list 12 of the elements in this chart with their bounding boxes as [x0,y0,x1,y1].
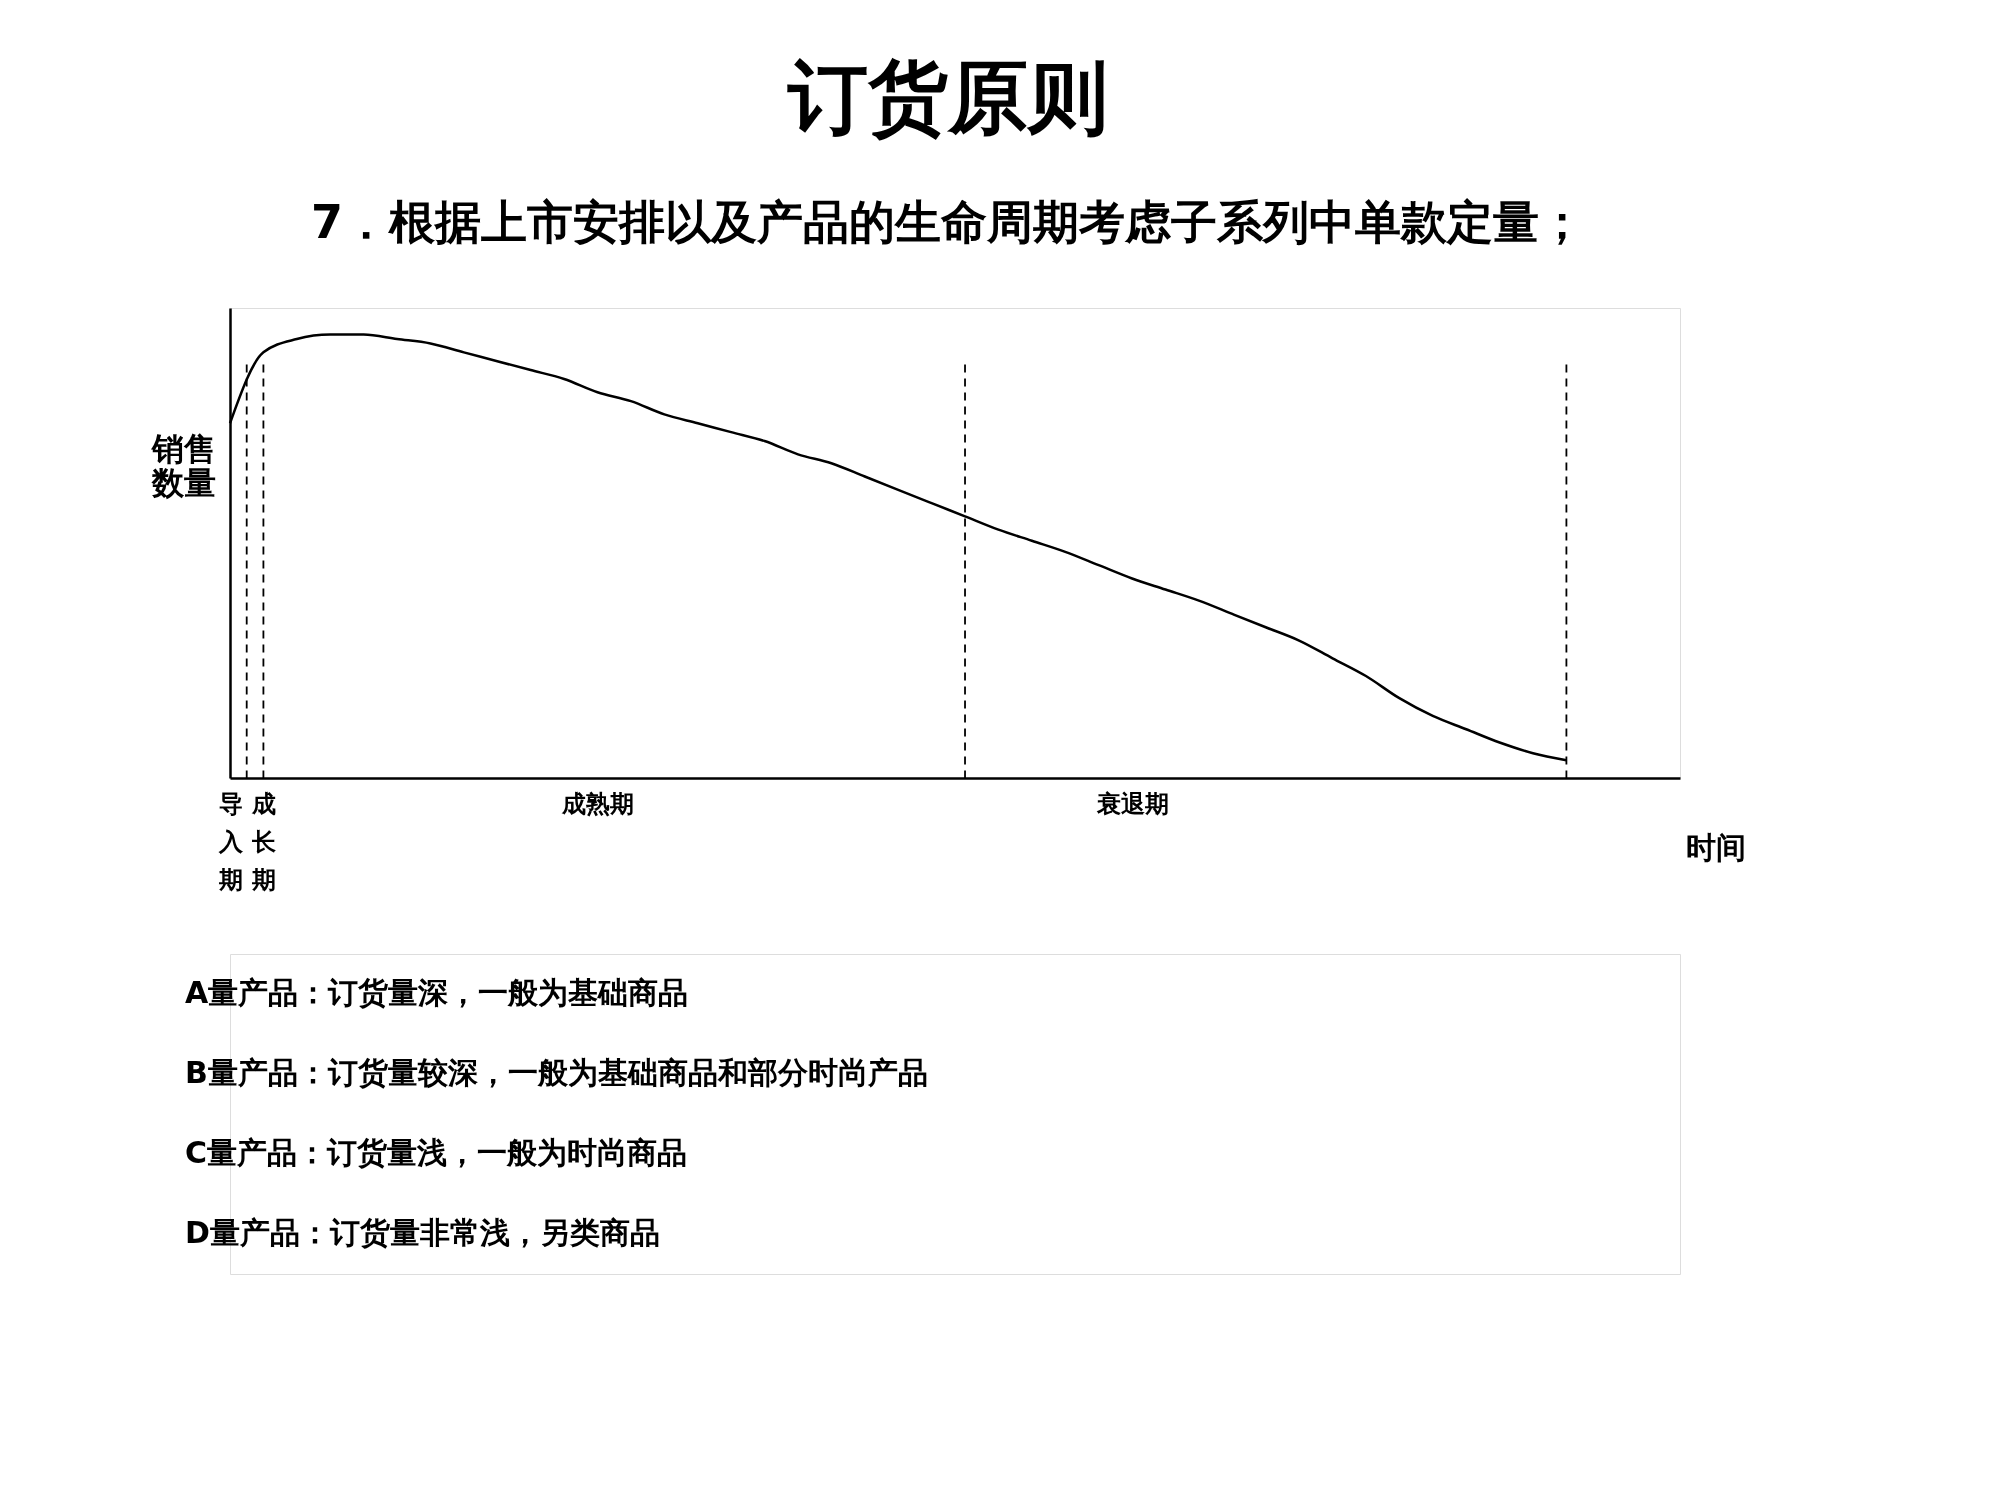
x-tick-label: 导入期 [217,789,244,894]
chart-title: 订货原则 [787,50,1108,144]
x-tick-label: 成熟期 [561,789,635,818]
text: B量产品：订货量较深，一般为基础商品和部分时尚产品 [185,1055,928,1090]
x-axis-title: 时间 [1685,829,1746,865]
chart-subtitle: 7．根据上市安排以及产品的生命周期考虑子系列中单款定量； [310,194,1586,249]
text: D量产品：订货量非常浅，另类商品 [185,1215,660,1250]
text: C量产品：订货量浅，一般为时尚商品 [185,1135,688,1170]
text: A量产品：订货量深，一般为基础商品 [185,975,689,1010]
x-tick-label: 衰退期 [1095,789,1169,818]
y-axis-title: 销售数量 [149,429,216,502]
x-tick-label: 成长期 [250,789,276,894]
